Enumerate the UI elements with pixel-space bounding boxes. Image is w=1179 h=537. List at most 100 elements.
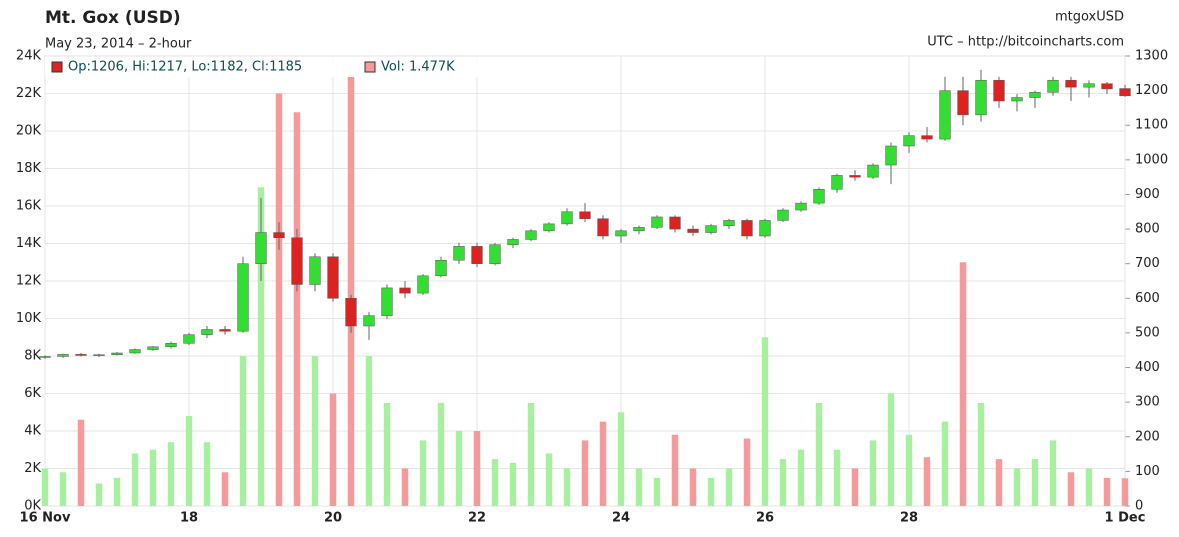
candle-body xyxy=(975,79,987,116)
candle-body xyxy=(741,220,753,237)
candle-body xyxy=(1083,83,1095,88)
volume-bar xyxy=(311,356,319,506)
volume-bar xyxy=(437,402,445,506)
y2-tick-label: 400 xyxy=(1135,360,1160,375)
volume-bar xyxy=(491,459,499,506)
volume-bar xyxy=(563,468,571,506)
volume-bar xyxy=(905,434,913,506)
volume-bar xyxy=(977,402,985,506)
y-tick-label: 4K xyxy=(24,424,41,439)
volume-bar xyxy=(743,438,751,506)
candle-body xyxy=(165,343,177,348)
y2-tick-label: 300 xyxy=(1135,395,1160,410)
y2-tick-label: 800 xyxy=(1135,222,1160,237)
volume-bar xyxy=(761,337,769,506)
candle-body xyxy=(237,263,249,332)
y2-tick-label: 100 xyxy=(1135,464,1160,479)
volume-bar xyxy=(221,472,229,506)
x-tick-label: 16 Nov xyxy=(20,511,71,526)
source: UTC – http://bitcoincharts.com xyxy=(927,35,1124,50)
x-tick-label: 18 xyxy=(180,511,198,526)
volume-bar xyxy=(95,483,103,506)
candle-body xyxy=(885,145,897,166)
x-tick-label: 20 xyxy=(324,511,342,526)
volume-bar xyxy=(401,468,409,506)
candle-body xyxy=(57,354,69,357)
volume-bar xyxy=(131,453,139,506)
volume-bar xyxy=(257,187,265,506)
candle-body xyxy=(795,202,807,211)
volume-bar xyxy=(599,421,607,506)
candle-body xyxy=(651,216,663,228)
candle-body xyxy=(633,227,645,232)
y2-tick-label: 200 xyxy=(1135,429,1160,444)
x-tick-label: 22 xyxy=(468,511,486,526)
y2-tick-label: 600 xyxy=(1135,291,1160,306)
volume-bar xyxy=(77,419,85,506)
candle-body xyxy=(327,256,339,299)
volume-bar xyxy=(329,393,337,506)
volume-bar xyxy=(185,416,193,506)
candle-body xyxy=(273,232,285,238)
volume-bar xyxy=(1031,459,1039,506)
volume-bar xyxy=(959,262,967,506)
volume-bar xyxy=(113,477,121,506)
volume-bar xyxy=(887,393,895,506)
candle-body xyxy=(867,164,879,178)
candle-body xyxy=(1065,79,1077,88)
candle-body xyxy=(309,256,321,285)
candle-body xyxy=(255,232,267,264)
candle-body xyxy=(183,334,195,344)
candle-body xyxy=(669,216,681,230)
volume-bar xyxy=(473,431,481,506)
candle-body xyxy=(921,135,933,140)
candle-body xyxy=(687,228,699,233)
y-tick-label: 14K xyxy=(16,236,42,251)
candle-body xyxy=(1119,88,1131,97)
symbol: mtgoxUSD xyxy=(1055,10,1124,25)
volume-bar xyxy=(419,440,427,506)
y-tick-label: 8K xyxy=(24,349,41,364)
candle-body xyxy=(777,209,789,221)
candle-body xyxy=(435,259,447,277)
candle-body xyxy=(849,175,861,178)
volume-bar xyxy=(635,468,643,506)
candle-body xyxy=(831,175,843,190)
volume-bar xyxy=(1013,468,1021,506)
candle-body xyxy=(561,211,573,225)
y-tick-label: 24K xyxy=(16,49,42,64)
candle-body xyxy=(129,349,141,354)
volume-bar xyxy=(383,402,391,506)
candle-body xyxy=(453,246,465,261)
candle-body xyxy=(957,90,969,116)
volume-bar xyxy=(995,459,1003,506)
candle-body xyxy=(579,211,591,219)
candle-body xyxy=(813,189,825,204)
legend-swatch xyxy=(51,61,63,73)
volume-bar xyxy=(1121,478,1129,506)
volume-bar xyxy=(815,402,823,506)
candle-body xyxy=(291,237,303,285)
volume-bar xyxy=(671,434,679,506)
x-tick-label: 28 xyxy=(900,511,918,526)
volume-bar xyxy=(347,74,355,506)
y-tick-label: 6K xyxy=(24,386,41,401)
volume-bar xyxy=(725,468,733,506)
volume-bar xyxy=(797,449,805,506)
candle-body xyxy=(507,239,519,245)
volume-bar xyxy=(1085,468,1093,506)
chart-title: Mt. Gox (USD) xyxy=(45,8,181,28)
legend-swatch xyxy=(364,61,376,73)
candle-body xyxy=(345,298,357,327)
y-tick-label: 16K xyxy=(16,199,42,214)
volume-bar xyxy=(1067,472,1075,506)
volume-bar xyxy=(275,93,283,506)
candle-body xyxy=(993,79,1005,102)
y2-tick-label: 0 xyxy=(1135,499,1143,514)
volume-bar xyxy=(527,402,535,506)
x-tick-label: 26 xyxy=(756,511,774,526)
candle-body xyxy=(489,244,501,264)
candle-body xyxy=(1011,97,1023,102)
y-tick-label: 2K xyxy=(24,461,41,476)
